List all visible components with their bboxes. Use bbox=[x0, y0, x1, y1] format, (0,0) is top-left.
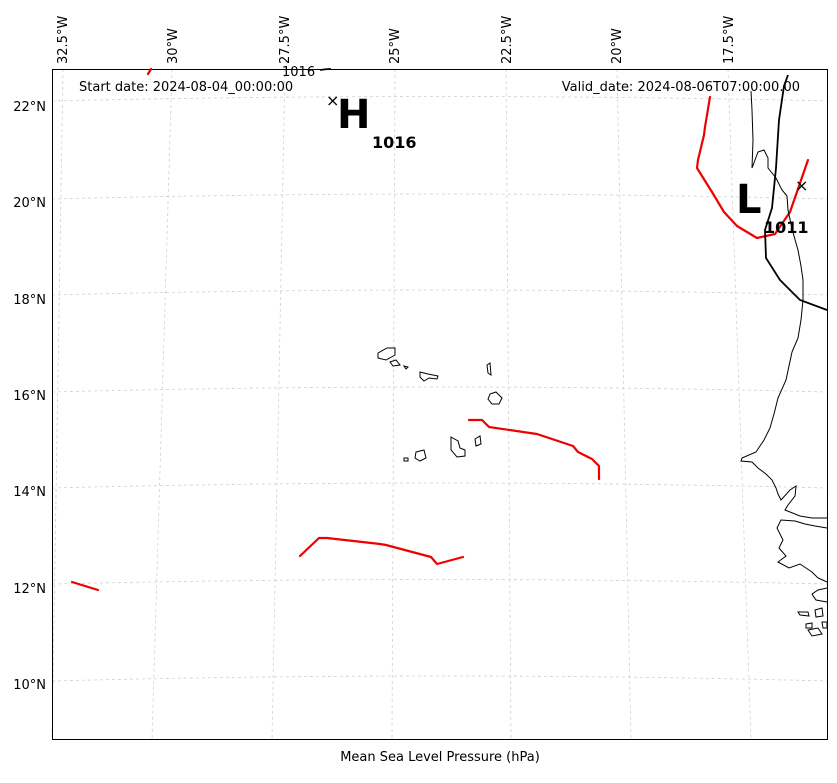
longitude-labels: 32.5°W 30°W 27.5°W 25°W 22.5°W 20°W 17.5… bbox=[56, 16, 737, 64]
island-fogo bbox=[414, 449, 427, 462]
low-pressure-value: 1011 bbox=[764, 218, 809, 237]
meridian-20w bbox=[616, 68, 632, 741]
island-brava bbox=[403, 457, 409, 462]
parallel-14n bbox=[51, 482, 829, 489]
isobar-segment bbox=[70, 580, 100, 592]
high-letter: H bbox=[337, 92, 370, 138]
lat-label: 22°N bbox=[13, 100, 46, 115]
africa-coast-south bbox=[776, 519, 828, 583]
parallel-10n bbox=[51, 675, 829, 682]
graticule bbox=[51, 68, 829, 741]
isobar-segment bbox=[298, 536, 465, 566]
bissau-islands bbox=[797, 607, 828, 637]
island-santo-antao bbox=[377, 347, 396, 361]
isobar-1016-top bbox=[319, 68, 332, 71]
lon-label: 32.5°W bbox=[56, 16, 71, 64]
isobar-segment bbox=[146, 67, 153, 76]
island-santa-luzia bbox=[402, 365, 409, 370]
isobars-red bbox=[70, 67, 810, 592]
island-boa-vista bbox=[487, 391, 503, 405]
lat-label: 10°N bbox=[13, 678, 46, 693]
lat-label: 18°N bbox=[13, 293, 46, 308]
meridian-32-5w bbox=[51, 68, 64, 741]
lon-label: 27.5°W bbox=[278, 16, 293, 64]
meridian-25w bbox=[391, 68, 396, 741]
high-pressure-center: × H 1016 bbox=[326, 91, 417, 152]
parallel-22n bbox=[51, 96, 829, 102]
lon-label: 22.5°W bbox=[500, 16, 515, 64]
lat-label: 16°N bbox=[13, 389, 46, 404]
lon-label: 20°W bbox=[610, 28, 625, 64]
lon-label: 30°W bbox=[166, 28, 181, 64]
latitude-labels: 22°N 20°N 18°N 16°N 14°N 12°N 10°N bbox=[13, 100, 46, 693]
start-date-label: Start date: 2024-08-04_00:00:00 bbox=[79, 80, 293, 95]
coastlines bbox=[740, 90, 828, 637]
valid-date-label: Valid_date: 2024-08-06T07:00:00.00 bbox=[562, 80, 800, 95]
contour-label-1016: 1016 bbox=[282, 65, 315, 80]
map-caption: Mean Sea Level Pressure (hPa) bbox=[340, 750, 540, 765]
meridian-30w bbox=[151, 68, 173, 741]
meridian-22-5w bbox=[505, 68, 512, 741]
high-marker: × bbox=[326, 91, 339, 110]
isobar-segment bbox=[695, 95, 810, 240]
meridian-17-5w bbox=[727, 68, 752, 741]
lon-label: 25°W bbox=[388, 28, 403, 64]
lat-label: 14°N bbox=[13, 485, 46, 500]
lon-label: 17.5°W bbox=[722, 16, 737, 64]
lat-label: 20°N bbox=[13, 196, 46, 211]
parallel-20n bbox=[51, 193, 829, 200]
isobar-segment bbox=[467, 418, 601, 481]
island-maio bbox=[474, 435, 482, 447]
low-letter: L bbox=[736, 177, 762, 223]
isobar-black-right bbox=[764, 74, 828, 311]
meridian-27-5w bbox=[271, 68, 286, 741]
parallel-16n bbox=[51, 386, 829, 393]
low-pressure-center: × L 1011 bbox=[736, 176, 809, 237]
high-pressure-value: 1016 bbox=[372, 133, 417, 152]
island-sao-nicolau bbox=[419, 371, 439, 382]
parallel-12n bbox=[51, 579, 829, 585]
map-frame bbox=[52, 69, 828, 740]
africa-coast bbox=[740, 90, 827, 519]
africa-coast-south2 bbox=[811, 587, 828, 603]
cape-verde-islands bbox=[377, 347, 503, 462]
parallel-18n bbox=[51, 289, 829, 296]
lat-label: 12°N bbox=[13, 582, 46, 597]
island-santiago bbox=[450, 436, 466, 458]
isobars-black bbox=[319, 68, 828, 311]
island-sal bbox=[486, 362, 492, 376]
island-sao-vicente bbox=[389, 359, 401, 367]
low-marker: × bbox=[795, 176, 808, 195]
